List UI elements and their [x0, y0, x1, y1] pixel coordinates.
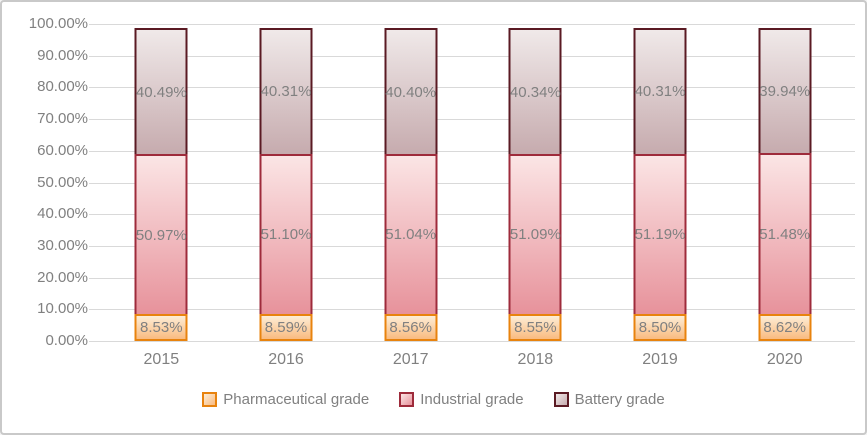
- bar-column-2017: 8.56% 51.04% 40.40%: [348, 24, 473, 341]
- data-label: 51.10%: [260, 226, 312, 244]
- gridline: [89, 309, 855, 311]
- data-label: 39.94%: [759, 82, 811, 100]
- bar-segment-industrial-grade: 51.09%: [508, 153, 562, 316]
- bar-column-2019: 8.50% 51.19% 40.31%: [598, 24, 723, 341]
- bar-segment-pharmaceutical-grade: 8.50%: [633, 314, 687, 341]
- data-label: 40.34%: [509, 83, 561, 101]
- bar-segment-battery-grade: 40.40%: [384, 28, 438, 157]
- stacked-bar-2020: 8.62% 51.48% 39.94%: [758, 24, 812, 341]
- bar-segment-battery-grade: 39.94%: [758, 27, 812, 155]
- legend-item-industrial-grade: Industrial grade: [399, 391, 524, 408]
- bar-segment-industrial-grade: 50.97%: [134, 154, 188, 316]
- gridline: [89, 182, 855, 184]
- gridline: [89, 87, 855, 89]
- legend-label: Industrial grade: [420, 391, 524, 408]
- x-axis-tick-label: 2016: [268, 351, 304, 368]
- data-label: 51.19%: [634, 226, 686, 244]
- bar-column-2020: 8.62% 51.48% 39.94%: [722, 24, 847, 341]
- x-axis-tick-label: 2017: [392, 351, 429, 368]
- x-axis-tick-label: 2018: [517, 351, 554, 368]
- data-label: 8.55%: [514, 318, 557, 336]
- gridline: [89, 55, 855, 57]
- y-axis-tick-label: 0.00%: [45, 332, 88, 349]
- legend-item-battery-grade: Battery grade: [553, 391, 665, 408]
- data-label: 8.62%: [763, 318, 806, 336]
- stacked-bar-2018: 8.55% 51.09% 40.34%: [508, 24, 562, 341]
- gridline: [89, 24, 855, 25]
- stacked-bar-2019: 8.50% 51.19% 40.31%: [633, 24, 687, 341]
- data-label: 50.97%: [135, 226, 187, 244]
- legend-item-pharmaceutical-grade: Pharmaceutical grade: [202, 391, 369, 408]
- legend-label: Battery grade: [574, 391, 665, 408]
- data-label: 51.04%: [385, 226, 437, 244]
- data-label: 51.48%: [759, 225, 811, 243]
- legend: Pharmaceutical grade Industrial grade Batt…: [2, 391, 865, 408]
- gridline: [89, 277, 855, 279]
- data-label: 8.59%: [264, 318, 308, 336]
- gridline: [89, 245, 855, 247]
- data-label: 40.31%: [634, 83, 686, 101]
- gridline: [89, 119, 855, 121]
- data-label: 40.49%: [135, 83, 187, 101]
- y-axis-tick-label: 60.00%: [37, 141, 88, 159]
- y-axis-tick-label: 90.00%: [37, 46, 88, 64]
- stacked-bar-2016: 8.59% 51.10% 40.31%: [259, 24, 313, 341]
- y-axis-tick-label: 70.00%: [37, 110, 88, 128]
- y-axis-tick-label: 20.00%: [37, 268, 88, 286]
- legend-marker-icon: [399, 392, 415, 407]
- bar-column-2015: 8.53% 50.97% 40.49%: [99, 24, 224, 341]
- x-axis: 2015 2016 2017 2018 2019 2020: [99, 351, 847, 369]
- plot-area: 8.53% 50.97% 40.49% 8.59% 51.10% 40.31% 8.56% 5…: [89, 24, 855, 342]
- stacked-bar-2017: 8.56% 51.04% 40.40%: [384, 24, 438, 341]
- x-axis-tick-label: 2020: [766, 351, 803, 368]
- gridline: [89, 150, 855, 152]
- bar-column-2018: 8.55% 51.09% 40.34%: [473, 24, 598, 341]
- y-axis-tick-label: 30.00%: [37, 236, 88, 254]
- y-axis-tick-label: 40.00%: [37, 205, 88, 223]
- y-axis-tick-label: 80.00%: [37, 78, 88, 96]
- bar-segment-industrial-grade: 51.10%: [259, 153, 313, 316]
- bar-segment-battery-grade: 40.49%: [134, 28, 188, 157]
- bar-segment-pharmaceutical-grade: 8.56%: [384, 313, 438, 341]
- bar-segment-pharmaceutical-grade: 8.62%: [758, 313, 812, 341]
- x-axis-tick-label: 2019: [642, 351, 678, 368]
- gridline: [89, 341, 855, 342]
- legend-marker-icon: [553, 392, 569, 407]
- gridline: [89, 214, 855, 216]
- data-label: 8.50%: [638, 319, 682, 337]
- y-axis-tick-label: 10.00%: [37, 300, 88, 318]
- bar-segment-industrial-grade: 51.48%: [758, 152, 812, 316]
- data-label: 8.53%: [140, 318, 183, 336]
- legend-marker-icon: [202, 392, 218, 407]
- bar-segment-battery-grade: 40.31%: [633, 28, 687, 156]
- bar-segment-battery-grade: 40.34%: [508, 28, 562, 156]
- bar-segment-pharmaceutical-grade: 8.59%: [259, 313, 313, 341]
- data-label: 51.09%: [509, 226, 561, 244]
- data-label: 40.40%: [385, 83, 437, 101]
- data-label: 40.31%: [260, 83, 312, 101]
- x-axis-tick-label: 2015: [143, 351, 180, 368]
- data-label: 8.56%: [389, 318, 432, 336]
- legend-label: Pharmaceutical grade: [223, 391, 370, 408]
- bar-segment-industrial-grade: 51.04%: [384, 154, 438, 316]
- stacked-bar-2015: 8.53% 50.97% 40.49%: [134, 24, 188, 341]
- bar-segment-industrial-grade: 51.19%: [633, 153, 687, 317]
- bars-layer: 8.53% 50.97% 40.49% 8.59% 51.10% 40.31% 8.56% 5…: [99, 24, 847, 341]
- bar-segment-battery-grade: 40.31%: [259, 28, 313, 156]
- bar-segment-pharmaceutical-grade: 8.55%: [508, 313, 562, 341]
- bar-segment-pharmaceutical-grade: 8.53%: [134, 313, 188, 341]
- y-axis-tick-label: 50.00%: [37, 173, 88, 191]
- y-axis-tick-label: 100.00%: [28, 15, 88, 32]
- bar-column-2016: 8.59% 51.10% 40.31%: [224, 24, 349, 341]
